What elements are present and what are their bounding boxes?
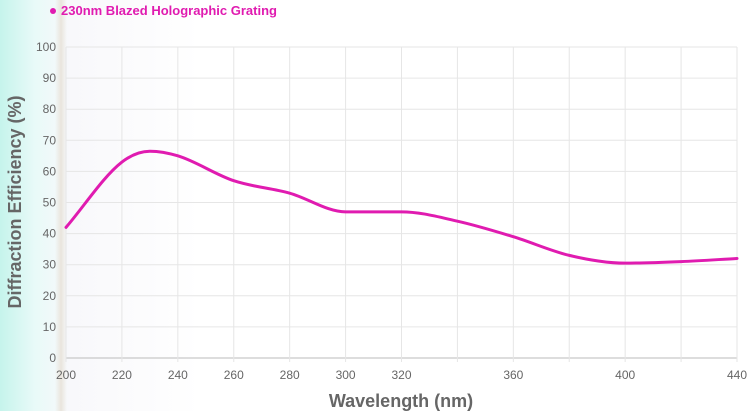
x-tick-label: 360 — [503, 368, 523, 382]
x-tick-label: 300 — [336, 368, 356, 382]
y-tick-label: 50 — [43, 196, 57, 210]
x-tick-label: 320 — [391, 368, 411, 382]
chart-legend[interactable]: 230nm Blazed Holographic Grating — [50, 3, 277, 18]
x-tick-label: 200 — [56, 368, 76, 382]
y-tick-label: 0 — [49, 351, 56, 365]
y-tick-label: 90 — [43, 71, 57, 85]
y-tick-label: 20 — [43, 289, 57, 303]
y-tick-label: 30 — [43, 258, 57, 272]
x-axis-title: Wavelength (nm) — [329, 391, 473, 411]
legend-marker — [50, 7, 56, 14]
x-tick-label: 280 — [280, 368, 300, 382]
x-tick-label: 220 — [112, 368, 132, 382]
y-tick-label: 100 — [36, 40, 56, 54]
y-tick-labels: 0 10 20 30 40 50 60 70 80 90 100 — [36, 40, 56, 365]
x-tick-labels: 200 220 240 260 280 300 320 360 400 440 — [56, 368, 747, 382]
x-tick-label: 260 — [224, 368, 244, 382]
x-tick-label: 440 — [727, 368, 747, 382]
y-axis-title: Diffraction Efficiency (%) — [5, 95, 25, 308]
series-line[interactable] — [64, 149, 739, 265]
y-tick-label: 70 — [43, 133, 57, 147]
legend-label: 230nm Blazed Holographic Grating — [61, 3, 277, 18]
grid-lines — [65, 46, 738, 362]
y-tick-label: 60 — [43, 164, 57, 178]
series-lines — [64, 149, 739, 265]
y-tick-label: 10 — [43, 320, 57, 334]
x-tick-label: 240 — [168, 368, 188, 382]
background-edge-highlight — [55, 0, 67, 411]
x-tick-label: 400 — [615, 368, 635, 382]
y-tick-label: 40 — [43, 227, 57, 241]
y-tick-label: 80 — [43, 102, 57, 116]
